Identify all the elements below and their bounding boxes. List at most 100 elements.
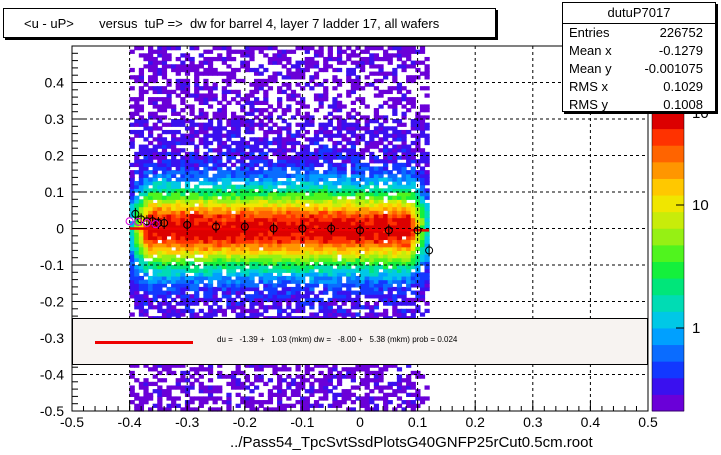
heatmap-cell bbox=[258, 392, 264, 397]
heatmap-cell bbox=[341, 272, 347, 277]
heatmap-cell bbox=[355, 221, 361, 226]
heatmap-cell bbox=[309, 254, 315, 259]
heatmap-cell bbox=[143, 202, 149, 208]
heatmap-cell bbox=[327, 232, 333, 237]
heatmap-cell bbox=[207, 370, 214, 376]
heatmap-cell bbox=[244, 111, 251, 116]
heatmap-cell bbox=[318, 184, 324, 189]
heatmap-cell bbox=[327, 283, 333, 288]
heatmap-cell bbox=[171, 46, 177, 51]
heatmap-cell bbox=[392, 97, 398, 102]
heatmap-cell bbox=[249, 243, 255, 248]
heatmap-cell bbox=[378, 235, 384, 241]
heatmap-cell bbox=[226, 232, 232, 237]
heatmap-cell bbox=[355, 133, 361, 138]
heatmap-cell bbox=[336, 104, 343, 109]
heatmap-cell bbox=[148, 140, 154, 146]
heatmap-cell bbox=[410, 239, 416, 244]
heatmap-cell bbox=[189, 93, 195, 98]
heatmap-cell bbox=[254, 224, 260, 230]
heatmap-cell bbox=[203, 250, 209, 255]
heatmap-cell bbox=[263, 170, 269, 175]
heatmap-cell bbox=[346, 78, 352, 84]
heatmap-cell bbox=[180, 159, 186, 164]
heatmap-cell bbox=[272, 137, 278, 142]
heatmap-cell bbox=[424, 210, 430, 215]
color-bar-step bbox=[652, 394, 684, 412]
heatmap-cell bbox=[295, 308, 301, 314]
heatmap-cell bbox=[152, 257, 158, 262]
heatmap-cell bbox=[143, 155, 149, 160]
heatmap-cell bbox=[378, 283, 384, 288]
heatmap-cell bbox=[203, 78, 209, 84]
heatmap-cell bbox=[360, 232, 366, 237]
heatmap-cell bbox=[286, 75, 292, 80]
heatmap-cell bbox=[258, 239, 264, 244]
heatmap-cell bbox=[332, 181, 338, 186]
heatmap-cell bbox=[221, 239, 227, 244]
heatmap-cell bbox=[277, 213, 283, 219]
heatmap-cell bbox=[355, 140, 361, 146]
heatmap-cell bbox=[203, 162, 209, 168]
heatmap-cell bbox=[378, 206, 384, 211]
heatmap-cell bbox=[249, 261, 255, 266]
heatmap-cell bbox=[323, 170, 329, 175]
heatmap-cell bbox=[318, 370, 324, 376]
heatmap-cell bbox=[166, 286, 172, 292]
heatmap-cell bbox=[180, 137, 186, 142]
heatmap-cell bbox=[267, 257, 274, 262]
heatmap-cell bbox=[148, 254, 154, 259]
heatmap-cell bbox=[212, 71, 218, 76]
heatmap-cell bbox=[406, 53, 412, 58]
heatmap-cell bbox=[134, 294, 140, 299]
heatmap-cell bbox=[152, 294, 158, 299]
heatmap-cell bbox=[217, 257, 223, 262]
heatmap-cell bbox=[180, 155, 186, 160]
heatmap-cell bbox=[189, 170, 195, 175]
heatmap-cell bbox=[313, 243, 320, 248]
heatmap-cell bbox=[152, 246, 158, 251]
heatmap-cell bbox=[184, 389, 191, 394]
heatmap-cell bbox=[295, 210, 301, 215]
heatmap-cell bbox=[244, 403, 251, 408]
heatmap-cell bbox=[263, 97, 269, 102]
heatmap-cell bbox=[369, 283, 375, 288]
heatmap-cell bbox=[286, 381, 292, 387]
heatmap-cell bbox=[309, 246, 315, 251]
heatmap-cell bbox=[323, 60, 329, 65]
heatmap-cell bbox=[263, 268, 269, 273]
heatmap-cell bbox=[323, 122, 329, 127]
heatmap-cell bbox=[277, 279, 283, 284]
heatmap-cell bbox=[336, 82, 343, 87]
heatmap-cell bbox=[277, 188, 283, 193]
heatmap-cell bbox=[138, 235, 145, 241]
heatmap-cell bbox=[406, 188, 412, 193]
heatmap-cell bbox=[410, 265, 416, 270]
heatmap-cell bbox=[355, 283, 361, 288]
heatmap-cell bbox=[254, 228, 260, 233]
heatmap-cell bbox=[161, 46, 168, 51]
stats-value: -0.1279 bbox=[658, 43, 703, 58]
heatmap-cell bbox=[152, 151, 158, 157]
heatmap-cell bbox=[396, 119, 403, 124]
heatmap-cell bbox=[240, 108, 246, 113]
heatmap-cell bbox=[194, 82, 200, 87]
heatmap-cell bbox=[207, 89, 214, 95]
heatmap-cell bbox=[240, 104, 246, 109]
heatmap-cell bbox=[157, 272, 163, 277]
heatmap-cell bbox=[323, 308, 329, 314]
heatmap-cell bbox=[230, 370, 237, 376]
heatmap-cell bbox=[217, 261, 223, 266]
heatmap-cell bbox=[401, 192, 407, 197]
legend-line-sample bbox=[95, 341, 193, 344]
heatmap-cell bbox=[254, 210, 260, 215]
heatmap-cell bbox=[180, 272, 186, 277]
heatmap-cell bbox=[212, 148, 218, 153]
heatmap-cell bbox=[230, 250, 237, 255]
heatmap-cell bbox=[369, 188, 375, 193]
heatmap-cell bbox=[134, 188, 140, 193]
heatmap-cell bbox=[401, 232, 407, 237]
heatmap-cell bbox=[235, 89, 241, 95]
heatmap-cell bbox=[286, 67, 292, 73]
heatmap-cell bbox=[254, 272, 260, 277]
